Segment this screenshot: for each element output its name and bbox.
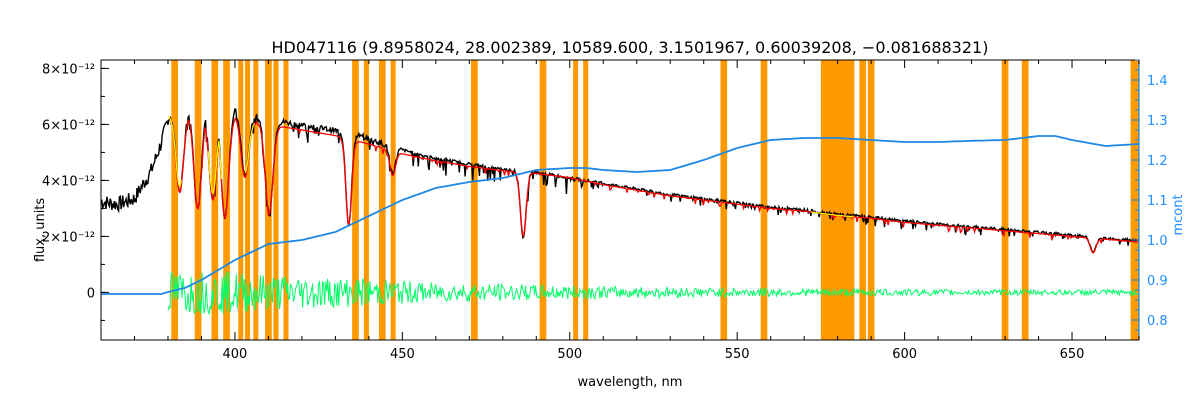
series-model-highlight-1 <box>207 140 223 194</box>
series-model-highlight-0 <box>167 116 182 189</box>
masked-region-7 <box>265 60 272 340</box>
masked-region-4 <box>238 60 244 340</box>
masked-region-1 <box>194 60 202 340</box>
x-tick-label-600: 600 <box>892 347 917 362</box>
y-tick-label-3: 6×10⁻¹² <box>42 118 95 133</box>
x-tick-label-650: 650 <box>1060 347 1085 362</box>
masked-region-8 <box>273 60 279 340</box>
masked-region-15 <box>539 60 547 340</box>
y2-tick-label-2: 1.0 <box>1147 234 1168 249</box>
series-residuals-line <box>167 271 1139 316</box>
x-tick-label-450: 450 <box>390 347 415 362</box>
masked-region-13 <box>390 60 396 340</box>
masked-region-12 <box>378 60 386 340</box>
masked-region-20 <box>820 60 855 340</box>
series-mcont-line <box>101 135 1140 295</box>
masked-region-2 <box>211 60 219 340</box>
x-tick-label-400: 400 <box>223 347 248 362</box>
x-axis-label: wavelength, nm <box>578 375 683 390</box>
y-tick-label-1: 2×10⁻¹² <box>42 230 95 245</box>
y2-axis-label: mcont <box>1171 194 1186 235</box>
masked-region-19 <box>760 60 768 340</box>
masked-region-17 <box>583 60 589 340</box>
chart-title: HD047116 (9.8958024, 28.002389, 10589.60… <box>272 38 989 57</box>
series-model-highlight-2 <box>244 123 255 174</box>
y2-tick-label-3: 1.1 <box>1147 194 1168 209</box>
series-model-highlight-3 <box>810 211 854 218</box>
masked-region-16 <box>573 60 579 340</box>
masked-region-18 <box>720 60 728 340</box>
masked-region-9 <box>283 60 289 340</box>
masked-region-5 <box>244 60 251 340</box>
axes-layer: 400 450 500 550 600 650 0 2×10⁻¹² 4×10⁻¹² 6×10⁻¹²… <box>42 59 1168 362</box>
masked-region-10 <box>352 60 359 340</box>
y2-tick-label-0: 0.8 <box>1147 314 1168 329</box>
masked-region-14 <box>470 60 478 340</box>
series-model-line <box>167 116 1139 254</box>
y-axis-label: flux, units <box>33 198 48 263</box>
y2-tick-label-6: 1.4 <box>1147 74 1168 89</box>
y-tick-label-2: 4×10⁻¹² <box>42 174 95 189</box>
series-layer <box>100 108 1140 316</box>
masked-region-6 <box>253 60 259 340</box>
y2-tick-label-4: 1.2 <box>1147 154 1168 169</box>
y2-tick-label-1: 0.9 <box>1147 274 1168 289</box>
masked-region-24 <box>1021 60 1029 340</box>
masked-region-11 <box>363 60 369 340</box>
y2-tick-label-5: 1.3 <box>1147 114 1168 129</box>
masked-region-21 <box>859 60 867 340</box>
x-tick-label-550: 550 <box>725 347 750 362</box>
masked-region-23 <box>1001 60 1009 340</box>
x-tick-label-500: 500 <box>557 347 582 362</box>
y-tick-label-4: 8×10⁻¹² <box>42 62 95 77</box>
y-tick-label-0: 0 <box>87 286 95 301</box>
masked-region-22 <box>867 60 875 340</box>
masked-region-0 <box>171 60 179 340</box>
